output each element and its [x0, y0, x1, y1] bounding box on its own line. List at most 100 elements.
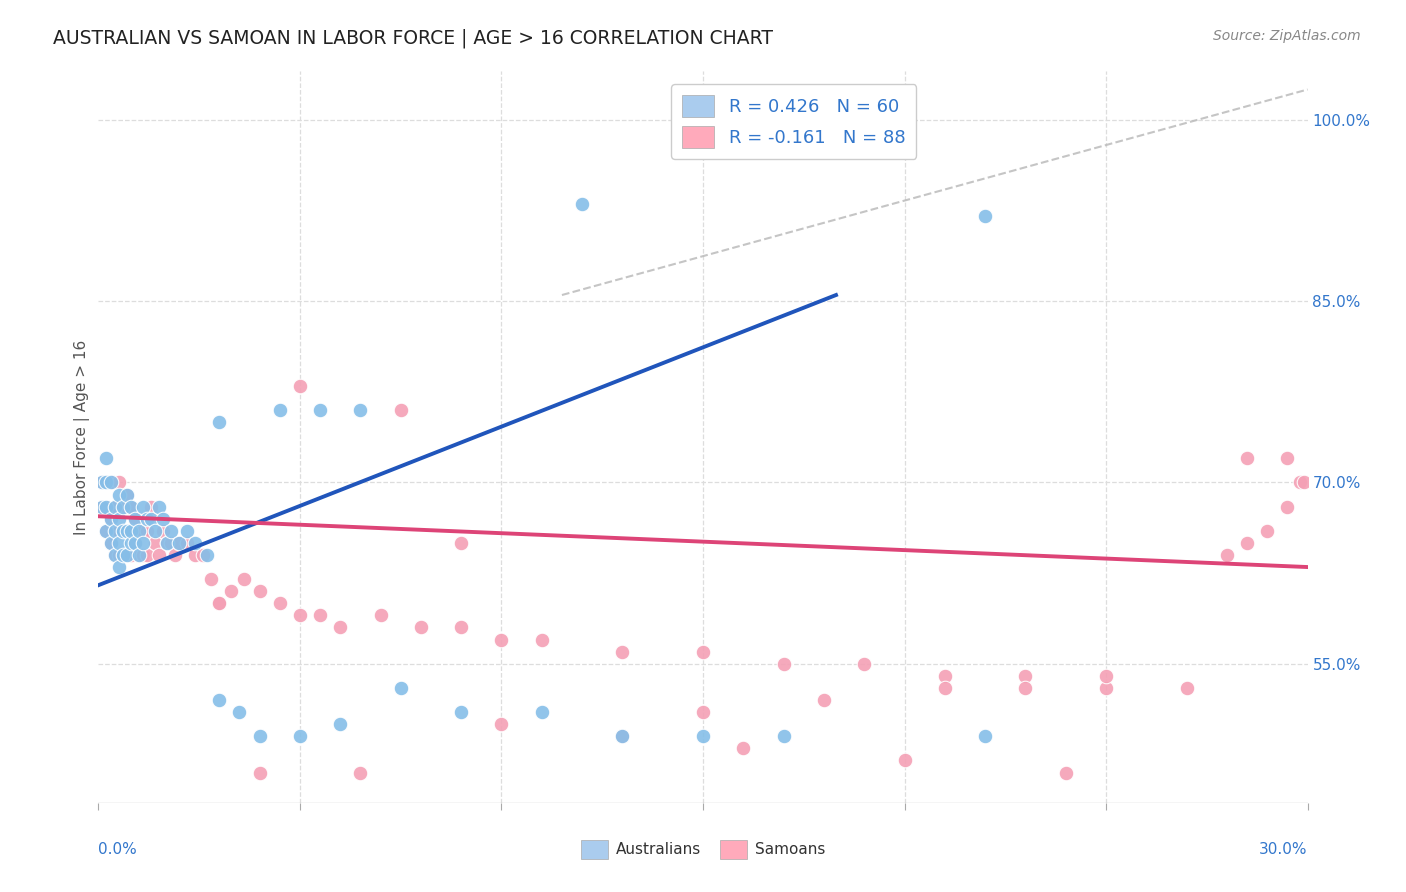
Point	[232, 572, 254, 586]
Point	[1292, 475, 1315, 490]
Point	[107, 560, 129, 574]
Point	[1095, 681, 1118, 695]
Point	[249, 584, 271, 599]
Point	[612, 645, 634, 659]
Point	[115, 524, 138, 538]
Point	[143, 536, 166, 550]
Point	[120, 500, 142, 514]
Point	[96, 524, 118, 538]
Point	[208, 415, 231, 429]
Point	[111, 500, 134, 514]
Point	[91, 475, 114, 490]
Point	[167, 536, 190, 550]
Point	[450, 620, 472, 634]
Point	[692, 645, 714, 659]
Point	[103, 500, 125, 514]
Point	[124, 536, 146, 550]
Point	[1014, 681, 1036, 695]
Point	[309, 608, 332, 623]
Point	[120, 548, 142, 562]
Point	[115, 487, 138, 501]
Point	[120, 536, 142, 550]
Point	[91, 500, 114, 514]
Point	[176, 524, 198, 538]
Point	[143, 524, 166, 538]
Point	[100, 536, 122, 550]
Point	[167, 536, 190, 550]
Point	[934, 681, 956, 695]
Point	[103, 548, 125, 562]
Point	[974, 729, 997, 743]
Point	[160, 524, 183, 538]
Point	[288, 729, 311, 743]
Point	[156, 536, 179, 550]
Point	[1236, 536, 1258, 550]
Point	[160, 536, 183, 550]
Point	[450, 536, 472, 550]
Legend: Australians, Samoans: Australians, Samoans	[575, 834, 831, 864]
Point	[1277, 451, 1299, 466]
Point	[228, 705, 250, 719]
Point	[612, 729, 634, 743]
Point	[96, 500, 118, 514]
Point	[115, 487, 138, 501]
Point	[1256, 524, 1278, 538]
Point	[491, 632, 513, 647]
Point	[115, 548, 138, 562]
Point	[103, 524, 125, 538]
Point	[389, 403, 412, 417]
Point	[309, 403, 332, 417]
Text: 0.0%: 0.0%	[98, 842, 138, 856]
Point	[139, 500, 162, 514]
Point	[107, 475, 129, 490]
Point	[221, 584, 243, 599]
Point	[813, 693, 835, 707]
Point	[100, 475, 122, 490]
Text: 30.0%: 30.0%	[1260, 842, 1308, 856]
Point	[269, 403, 291, 417]
Point	[612, 729, 634, 743]
Point	[96, 475, 118, 490]
Point	[269, 596, 291, 610]
Point	[148, 500, 170, 514]
Point	[107, 536, 129, 550]
Point	[450, 705, 472, 719]
Point	[107, 511, 129, 525]
Point	[288, 608, 311, 623]
Point	[135, 511, 157, 525]
Point	[152, 511, 174, 525]
Point	[107, 524, 129, 538]
Point	[772, 729, 794, 743]
Point	[208, 596, 231, 610]
Point	[329, 717, 352, 731]
Point	[135, 524, 157, 538]
Point	[208, 693, 231, 707]
Point	[249, 729, 271, 743]
Point	[692, 729, 714, 743]
Point	[115, 548, 138, 562]
Point	[107, 487, 129, 501]
Point	[288, 378, 311, 392]
Point	[1236, 451, 1258, 466]
Point	[128, 548, 150, 562]
Point	[111, 524, 134, 538]
Point	[132, 536, 155, 550]
Point	[120, 500, 142, 514]
Point	[100, 536, 122, 550]
Text: AUSTRALIAN VS SAMOAN IN LABOR FORCE | AGE > 16 CORRELATION CHART: AUSTRALIAN VS SAMOAN IN LABOR FORCE | AG…	[53, 29, 773, 48]
Point	[107, 548, 129, 562]
Point	[128, 524, 150, 538]
Point	[1054, 765, 1077, 780]
Point	[128, 524, 150, 538]
Point	[974, 210, 997, 224]
Point	[115, 524, 138, 538]
Point	[111, 500, 134, 514]
Point	[349, 765, 371, 780]
Point	[135, 548, 157, 562]
Point	[193, 548, 215, 562]
Point	[184, 536, 207, 550]
Point	[96, 451, 118, 466]
Point	[132, 548, 155, 562]
Point	[163, 548, 186, 562]
Point	[128, 548, 150, 562]
